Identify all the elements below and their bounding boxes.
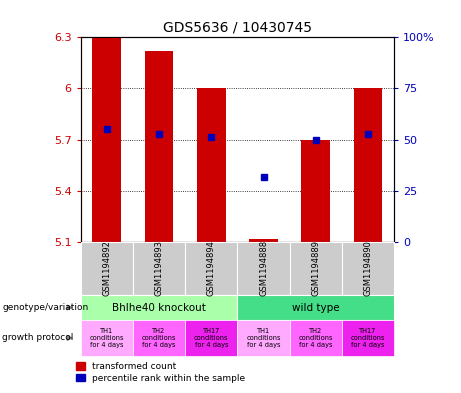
Text: GSM1194889: GSM1194889 [311, 240, 320, 296]
Text: TH17
conditions
for 4 days: TH17 conditions for 4 days [351, 328, 385, 348]
Text: GSM1194888: GSM1194888 [259, 240, 268, 296]
Text: GSM1194890: GSM1194890 [364, 240, 372, 296]
Bar [301, 140, 330, 242]
Text: genotype/variation: genotype/variation [2, 303, 89, 312]
Text: TH1
conditions
for 4 days: TH1 conditions for 4 days [89, 328, 124, 348]
Bar [145, 51, 173, 242]
Text: GSM1194892: GSM1194892 [102, 240, 111, 296]
Bar [249, 239, 278, 242]
Bar [354, 88, 382, 242]
Bar [92, 37, 121, 242]
Bar [197, 88, 226, 242]
Text: TH2
conditions
for 4 days: TH2 conditions for 4 days [142, 328, 176, 348]
Text: GSM1194893: GSM1194893 [154, 240, 164, 296]
Text: Bhlhe40 knockout: Bhlhe40 knockout [112, 303, 206, 312]
Text: growth protocol: growth protocol [2, 334, 74, 342]
Text: TH1
conditions
for 4 days: TH1 conditions for 4 days [246, 328, 281, 348]
Text: TH2
conditions
for 4 days: TH2 conditions for 4 days [299, 328, 333, 348]
Legend: transformed count, percentile rank within the sample: transformed count, percentile rank withi… [76, 362, 245, 383]
Text: TH17
conditions
for 4 days: TH17 conditions for 4 days [194, 328, 229, 348]
Text: wild type: wild type [292, 303, 340, 312]
Title: GDS5636 / 10430745: GDS5636 / 10430745 [163, 21, 312, 35]
Text: GSM1194894: GSM1194894 [207, 240, 216, 296]
